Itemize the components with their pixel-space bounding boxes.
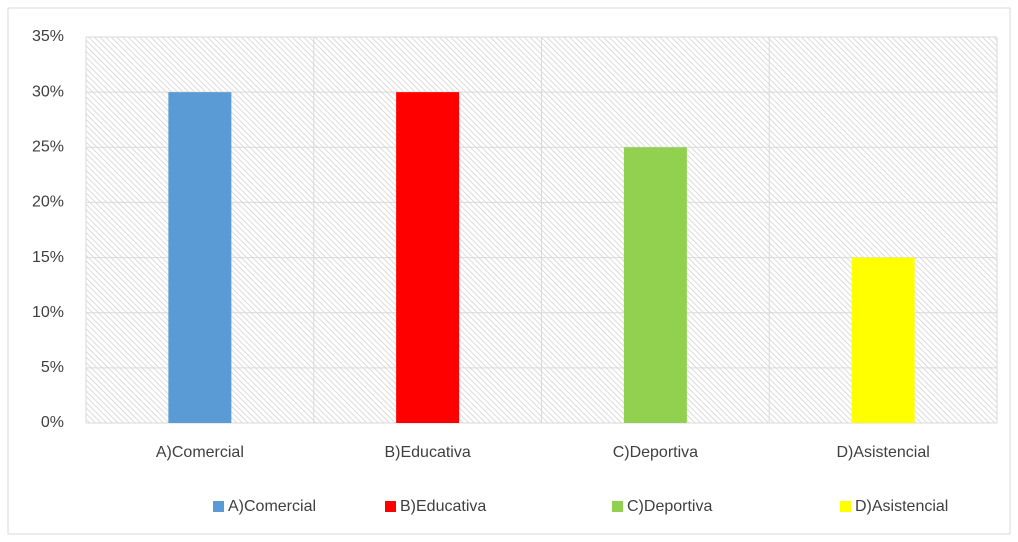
bar — [396, 92, 460, 424]
legend-label: C)Deportiva — [627, 498, 712, 515]
y-tick-label: 25% — [32, 139, 64, 156]
bar — [623, 147, 687, 424]
x-tick-label: D)Asistencial — [836, 444, 929, 461]
y-tick-label: 35% — [32, 28, 64, 45]
legend-label: D)Asistencial — [855, 498, 948, 515]
y-tick-label: 20% — [32, 194, 64, 211]
x-tick-label: B)Educativa — [384, 444, 470, 461]
bar — [851, 257, 915, 423]
legend-label: A)Comercial — [228, 498, 316, 515]
y-tick-label: 30% — [32, 83, 64, 100]
y-tick-label: 5% — [41, 359, 64, 376]
legend-swatch — [840, 501, 851, 512]
bar — [168, 92, 232, 424]
legend-swatch — [612, 501, 623, 512]
legend-swatch — [385, 501, 396, 512]
x-tick-label: C)Deportiva — [613, 444, 698, 461]
x-tick-label: A)Comercial — [156, 444, 244, 461]
y-tick-label: 0% — [41, 414, 64, 431]
y-tick-label: 15% — [32, 249, 64, 266]
legend-swatch — [213, 501, 224, 512]
y-tick-label: 10% — [32, 304, 64, 321]
legend-label: B)Educativa — [400, 498, 486, 515]
